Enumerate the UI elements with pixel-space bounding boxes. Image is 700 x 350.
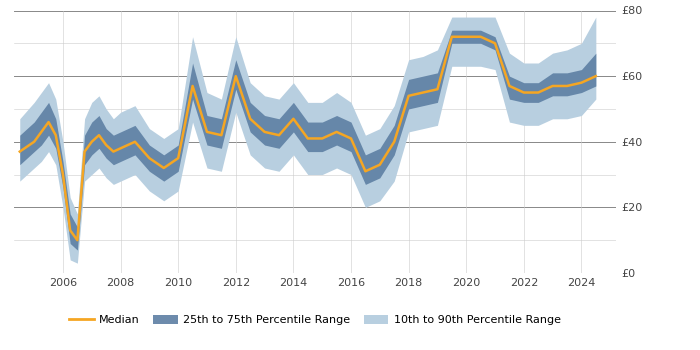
Legend: Median, 25th to 75th Percentile Range, 10th to 90th Percentile Range: Median, 25th to 75th Percentile Range, 1… — [65, 310, 565, 329]
